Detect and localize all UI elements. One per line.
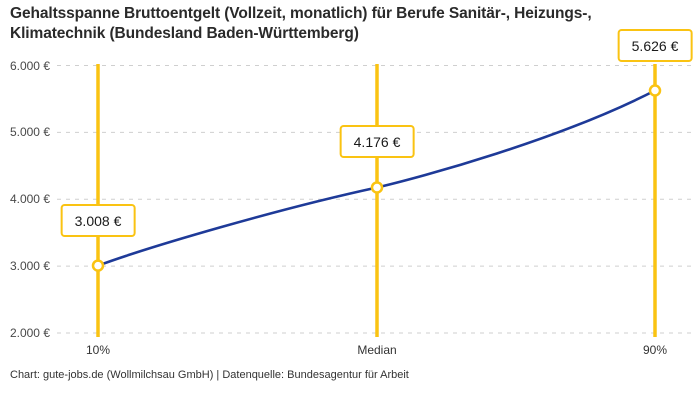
x-tick-label: 10% — [85, 343, 111, 357]
data-point-marker — [648, 84, 662, 97]
chart-title: Gehaltsspanne Bruttoentgelt (Vollzeit, m… — [10, 5, 592, 43]
attribution-line: Chart: gute-jobs.de (Wollmilchsau GmbH) … — [10, 369, 409, 381]
value-label-box: 3.008 € — [60, 203, 136, 237]
y-tick-label: 4.000 € — [9, 192, 50, 207]
x-tick-label: 90% — [642, 343, 668, 357]
y-tick-label: 6.000 € — [9, 58, 50, 73]
percentile-lines — [96, 64, 657, 337]
y-tick-label: 3.000 € — [9, 259, 50, 274]
data-point-marker — [91, 259, 105, 272]
value-label-box: 5.626 € — [617, 28, 693, 62]
y-tick-label: 2.000 € — [9, 326, 50, 340]
x-tick-label: Median — [357, 343, 397, 357]
data-point-marker — [370, 181, 384, 194]
gridlines — [57, 65, 692, 334]
value-label-box: 4.176 € — [339, 125, 415, 159]
y-tick-label: 5.000 € — [9, 125, 50, 140]
point-markers — [91, 84, 662, 272]
